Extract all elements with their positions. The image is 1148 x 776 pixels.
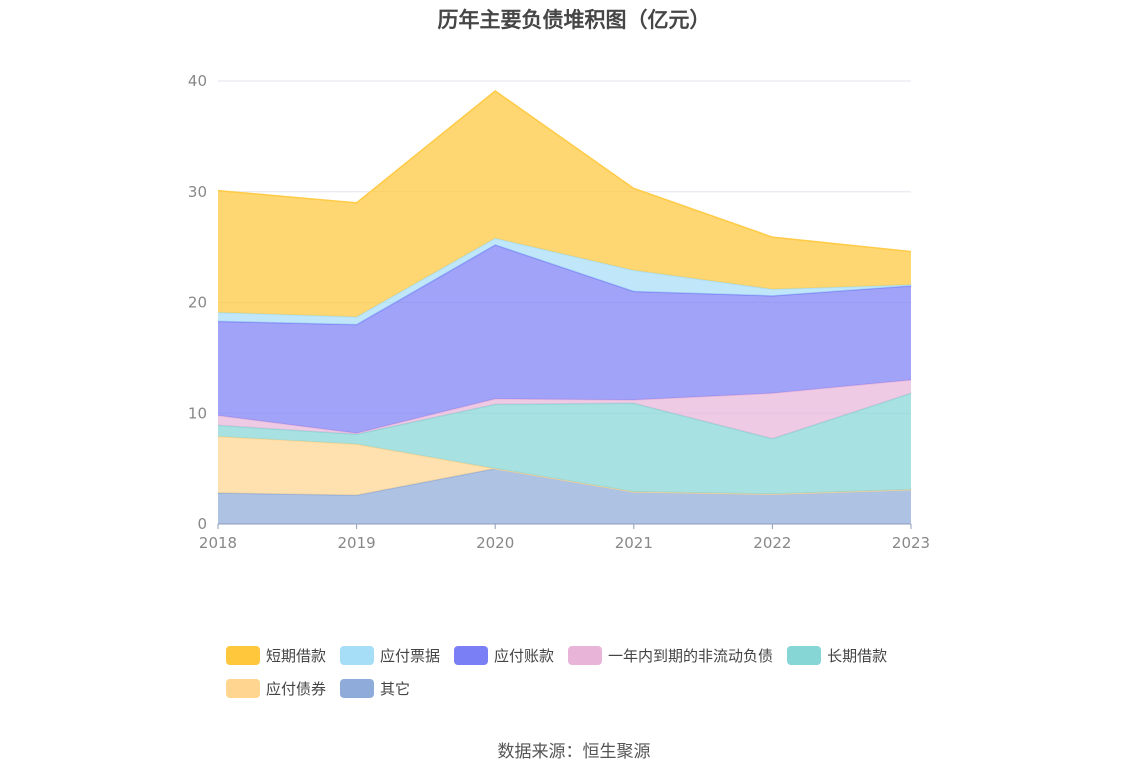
legend-label: 应付债券 (266, 680, 327, 698)
area-series-2 (218, 436, 911, 496)
legend-swatch (787, 646, 822, 665)
legend-label: 短期借款 (266, 647, 327, 665)
y-tick-label: 10 (188, 404, 207, 422)
legend-label: 其它 (380, 680, 411, 698)
legend-item[interactable]: 应付债券 (226, 678, 326, 699)
x-tick-label: 2018 (199, 534, 237, 552)
x-tick-label: 2022 (753, 534, 791, 552)
legend-label: 应付账款 (494, 647, 555, 665)
y-tick-label: 40 (188, 72, 207, 90)
legend-item[interactable]: 应付票据 (340, 645, 440, 666)
legend-swatch (340, 679, 375, 698)
axes: 0 10 20 30 40 2018 2019 2020 2021 2022 2023 (188, 72, 930, 552)
area-series-edge-7 (217, 90, 912, 253)
legend-swatch (226, 679, 260, 698)
area-series-7 (218, 90, 911, 317)
legend-row: 短期借款 应付票据 应付账款 一年内到期的非流动负债 长期借款 (226, 639, 946, 672)
area-series-5 (218, 244, 911, 434)
legend-item[interactable]: 短期借款 (226, 645, 326, 666)
x-tick-label: 2023 (892, 534, 930, 552)
y-tick-label: 20 (188, 294, 207, 312)
area-series (217, 90, 912, 524)
area-series-6 (218, 238, 911, 325)
legend-item[interactable]: 应付账款 (454, 645, 554, 666)
y-tick-label: 0 (197, 515, 207, 533)
source-note: 数据来源：恒生聚源 (497, 742, 651, 762)
legend-swatch (340, 646, 375, 665)
legend: 短期借款 应付票据 应付账款 一年内到期的非流动负债 长期借款应付债券 其它 (226, 639, 946, 705)
legend-swatch (568, 646, 603, 665)
legend-item[interactable]: 其它 (340, 678, 410, 699)
area-series-4 (218, 380, 911, 439)
legend-label: 长期借款 (827, 647, 888, 665)
legend-label: 应付票据 (380, 647, 441, 665)
y-tick-label: 30 (188, 183, 207, 201)
x-tick-label: 2020 (476, 534, 514, 552)
legend-label: 一年内到期的非流动负债 (608, 647, 774, 665)
legend-item[interactable]: 一年内到期的非流动负债 (568, 645, 773, 666)
legend-row: 应付债券 其它 (226, 672, 946, 705)
chart-title: 历年主要负债堆积图（亿元） (437, 8, 711, 32)
legend-item[interactable]: 长期借款 (787, 645, 887, 666)
area-series-3 (218, 393, 911, 495)
legend-swatch (226, 646, 260, 665)
legend-swatch (454, 646, 489, 665)
area-series-1 (218, 468, 911, 524)
x-tick-label: 2019 (338, 534, 376, 552)
x-tick-label: 2021 (615, 534, 653, 552)
